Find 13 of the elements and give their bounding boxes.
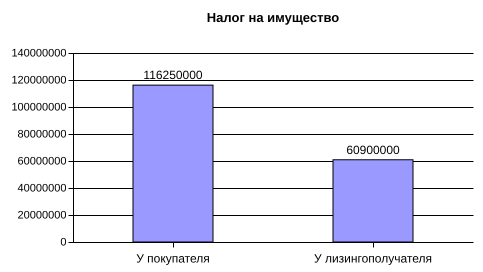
data-label: 116250000 bbox=[143, 68, 203, 82]
y-tick-label: 100000000 bbox=[11, 102, 66, 114]
y-tick-label: 60000000 bbox=[18, 156, 66, 168]
y-tick-label: 120000000 bbox=[11, 74, 66, 86]
y-tick-label: 40000000 bbox=[18, 182, 66, 194]
y-tick-label: 140000000 bbox=[11, 48, 66, 60]
y-tick-label: 80000000 bbox=[18, 128, 66, 140]
y-tick-label: 20000000 bbox=[18, 210, 66, 222]
data-label: 60900000 bbox=[346, 142, 400, 157]
y-tick-label: 0 bbox=[60, 236, 66, 248]
chart-title: Налог на имущество bbox=[206, 10, 340, 25]
x-tick-label: У лизингополучателя bbox=[314, 252, 432, 266]
x-tick-label: У покупателя bbox=[136, 252, 210, 266]
